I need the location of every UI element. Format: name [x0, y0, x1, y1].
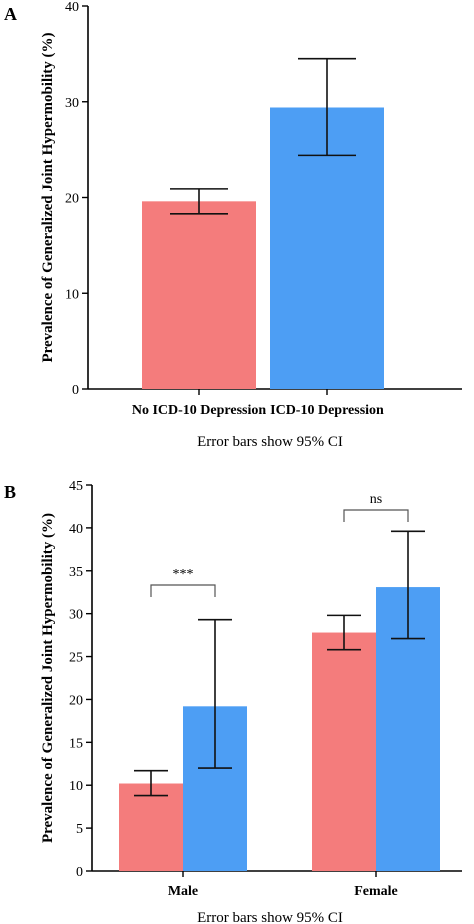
bar [142, 201, 256, 389]
significance-label: ns [370, 492, 382, 507]
y-tick-label: 15 [69, 736, 83, 751]
y-tick-label: 30 [65, 96, 79, 111]
chart-panel-a: A Prevalence of Generalized Joint Hypermo… [4, 0, 462, 450]
y-tick-label: 5 [76, 822, 83, 837]
y-axis-label: Prevalence of Generalized Joint Hypermob… [40, 513, 56, 843]
significance-bracket [150, 584, 216, 597]
panel-letter: B [4, 482, 16, 502]
y-axis-label: Prevalence of Generalized Joint Hypermob… [40, 32, 56, 362]
panel-letter: A [4, 4, 17, 24]
y-tick-label: 10 [65, 287, 79, 302]
chart-a-svg: A Prevalence of Generalized Joint Hypermo… [4, 0, 462, 450]
y-tick-label: 20 [65, 192, 79, 207]
bar [312, 632, 376, 871]
y-tick-label: 30 [69, 608, 83, 623]
error-bar-caption: Error bars show 95% CI [197, 434, 343, 450]
y-tick-label: 40 [69, 522, 83, 537]
y-tick-label: 45 [69, 479, 83, 494]
y-tick-label: 0 [76, 865, 83, 880]
bar [119, 783, 183, 871]
x-category-label: Female [354, 884, 398, 899]
chart-panel-b: B Prevalence of Generalized Joint Hypermo… [0, 470, 474, 924]
significance-label: *** [173, 567, 194, 582]
y-tick-label: 35 [69, 565, 83, 580]
y-tick-label: 40 [65, 0, 79, 15]
chart-b-svg: B Prevalence of Generalized Joint Hypermo… [4, 479, 462, 924]
x-category-label: No ICD-10 Depression [132, 403, 267, 418]
y-tick-label: 0 [72, 383, 79, 398]
x-category-label: Male [168, 884, 198, 899]
y-tick-label: 25 [69, 651, 83, 666]
significance-bracket [343, 509, 409, 522]
y-tick-label: 20 [69, 693, 83, 708]
x-category-label: ICD-10 Depression [270, 403, 384, 418]
y-tick-label: 10 [69, 779, 83, 794]
error-bar-caption: Error bars show 95% CI [197, 910, 343, 924]
